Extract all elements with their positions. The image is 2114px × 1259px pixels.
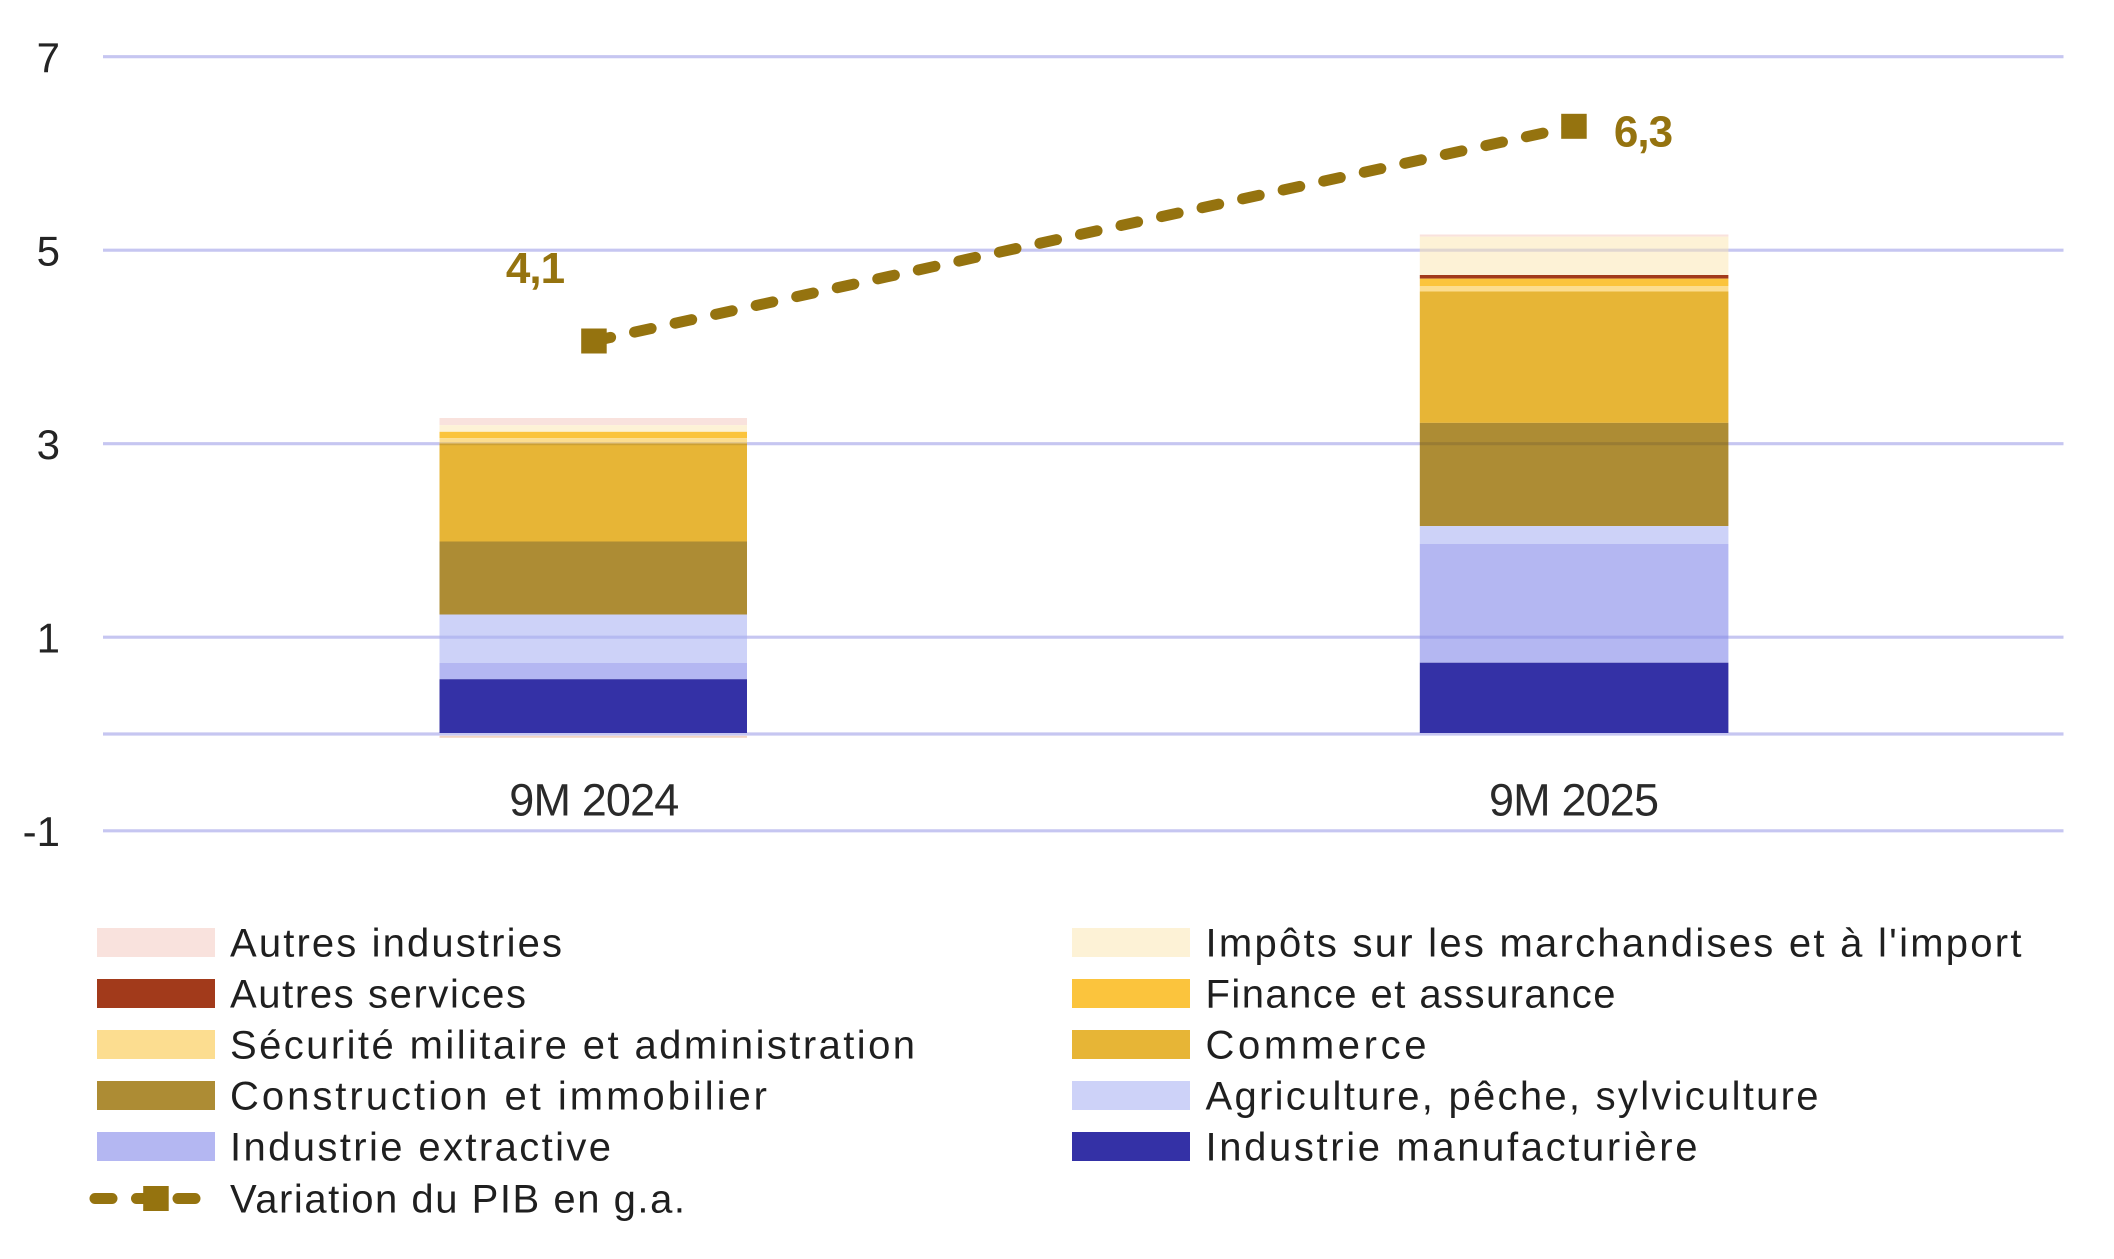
svg-text:Finance et assurance: Finance et assurance (1206, 973, 1616, 1017)
svg-text:4,1: 4,1 (506, 244, 565, 293)
svg-text:Impôts sur les marchandises et: Impôts sur les marchandises et à l'impor… (1206, 922, 2022, 966)
svg-text:7: 7 (37, 34, 60, 81)
svg-text:Commerce: Commerce (1206, 1024, 1427, 1068)
svg-text:Agriculture, pêche, sylvicultu: Agriculture, pêche, sylviculture (1206, 1075, 1819, 1119)
svg-text:Industrie extractive: Industrie extractive (230, 1126, 611, 1170)
svg-text:3: 3 (37, 421, 60, 468)
svg-text:5: 5 (37, 228, 60, 275)
svg-text:-1: -1 (23, 808, 60, 855)
svg-text:9M 2025: 9M 2025 (1489, 774, 1659, 825)
svg-text:Variation du PIB en g.a.: Variation du PIB en g.a. (230, 1178, 685, 1222)
svg-text:1: 1 (37, 615, 60, 662)
svg-text:9M 2024: 9M 2024 (509, 774, 679, 825)
svg-text:Sécurité militaire et administ: Sécurité militaire et administration (230, 1024, 915, 1068)
svg-text:Industrie manufacturière: Industrie manufacturière (1206, 1126, 1698, 1170)
svg-text:Autres industries: Autres industries (230, 922, 562, 966)
svg-text:6,3: 6,3 (1614, 108, 1672, 157)
svg-text:Construction et immobilier: Construction et immobilier (230, 1075, 767, 1119)
svg-text:Autres services: Autres services (230, 973, 526, 1017)
